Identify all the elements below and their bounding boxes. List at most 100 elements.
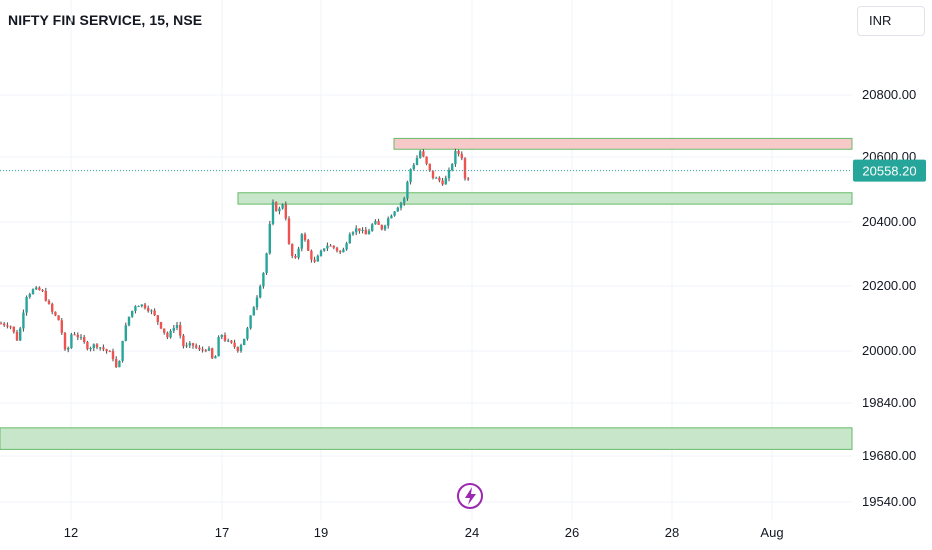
price-tick-label: 19540.00 [862,494,916,509]
candle-body [153,310,156,316]
candle-body [166,332,169,338]
candle-body [9,326,12,328]
candle-body [425,156,428,164]
candle-body [25,296,28,313]
candle-body [387,218,390,226]
candle-body [431,170,435,179]
candle-body [262,272,265,287]
candle-body [76,334,79,338]
candle-body [323,248,326,251]
time-tick-label: 26 [565,525,579,540]
candle-body [316,255,319,262]
candle-body [239,345,243,352]
flash-icon[interactable] [457,483,483,509]
candle-body [406,181,409,199]
candle-body [108,351,111,353]
time-tick-label: 17 [215,525,229,540]
candle-body [268,223,271,254]
candle-body [291,243,294,256]
support-zone [0,427,853,450]
candle-body [454,150,457,165]
candle-body [371,224,374,231]
resistance-zone [393,137,853,150]
candle-body [447,170,451,179]
candle-body [47,300,51,304]
chart-title: NIFTY FIN SERVICE, 15, NSE [8,12,203,28]
support-zone [237,192,853,205]
candle-body [57,315,60,321]
candle-body [111,351,115,360]
candle-body [15,332,19,341]
candle-body [41,290,44,292]
candle-body [172,327,175,331]
zones [0,137,853,450]
candle-body [326,245,329,249]
candle-body [364,229,367,235]
candle-body [275,202,278,212]
candle-body [3,323,6,326]
candle-body [438,177,441,181]
price-tick-label: 20400.00 [862,214,916,229]
candle-body [0,323,3,325]
candle-body [70,334,73,348]
candle-body [140,304,143,307]
candle-body [249,315,252,329]
candle-body [259,286,262,298]
last-price-badge: 20558.20 [853,159,926,182]
candle-body [297,248,300,258]
candle-body [38,287,41,291]
candle-body [150,310,153,312]
candle-body [79,337,83,339]
candle-body [73,334,76,336]
candle-body [44,290,47,301]
candle-body [86,341,89,350]
candle-body [460,153,463,159]
candle-body [156,315,159,323]
candle-body [83,337,86,342]
currency-button[interactable]: INR [857,6,925,36]
candle-body [377,221,380,225]
candle-body [348,234,351,244]
candle-body [89,347,92,350]
candle-body [329,245,332,247]
candle-body [127,316,131,326]
candle-body [179,325,182,336]
candle-body [287,218,291,244]
candle-body [19,328,22,341]
candle-body [51,303,54,312]
candle-body [191,343,195,346]
candles [0,148,470,368]
candle-body [383,225,387,230]
candle-body [175,325,179,328]
candle-body [435,177,438,179]
candle-body [105,349,108,352]
candle-body [67,347,70,350]
candle-body [217,336,220,357]
candle-body [393,211,396,216]
price-axis[interactable]: 20800.0020600.0020400.0020200.0020000.00… [862,87,916,509]
candle-body [134,306,137,311]
price-tick-label: 20200.00 [862,278,916,293]
candle-body [227,340,230,342]
time-axis[interactable]: 12 17 19 24 26 28 Aug [64,525,784,540]
candle-body [182,335,185,347]
candle-body [198,347,201,350]
time-tick-label: 12 [64,525,78,540]
candle-body [412,164,415,170]
candle-body [428,163,431,171]
candle-body [223,334,227,341]
candle-body [451,164,454,171]
candle-body [211,348,214,359]
candle-body [271,202,275,224]
candle-body [409,169,412,182]
candle-body [355,228,358,233]
candle-body [131,310,134,317]
candle-body [12,326,15,333]
candle-body [243,338,246,346]
candle-body [60,320,63,333]
candle-body [396,207,399,212]
candle-body [361,229,364,232]
last-price-badge-box [853,159,926,182]
candle-body [339,250,342,253]
